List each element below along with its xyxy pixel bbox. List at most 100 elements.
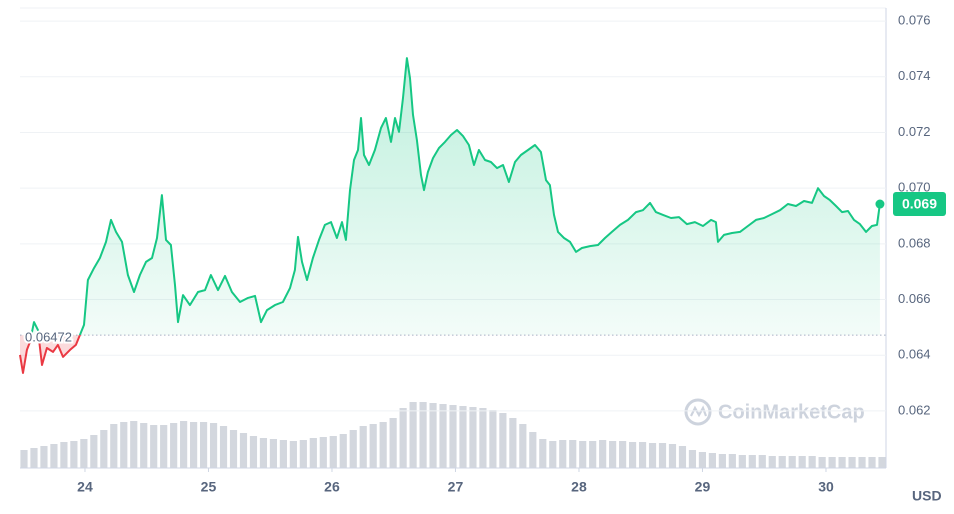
volume-bar	[539, 439, 547, 468]
volume-bar	[269, 439, 278, 468]
volume-bar	[369, 424, 377, 468]
volume-bar	[259, 438, 268, 468]
volume-bar	[688, 450, 697, 468]
volume-bar	[239, 433, 248, 468]
volume-bar	[878, 457, 886, 468]
volume-bar	[658, 443, 667, 468]
volume-bar	[190, 422, 198, 468]
area-down	[20, 335, 80, 373]
x-tick-label: 25	[201, 479, 217, 495]
volume-bar	[90, 435, 98, 468]
volume-bar	[668, 444, 677, 468]
volume-bar	[429, 403, 437, 468]
volume-bar	[329, 436, 337, 468]
last-price-label: 0.069	[902, 196, 937, 212]
y-tick-label: 0.068	[898, 235, 931, 250]
y-tick-label: 0.062	[898, 402, 931, 417]
volume-bar	[120, 422, 128, 468]
volume-bar	[579, 441, 587, 468]
y-tick-label: 0.070	[898, 180, 931, 195]
volume-bar	[559, 440, 567, 468]
volume-bar	[20, 450, 28, 468]
volume-bar	[60, 442, 68, 468]
volume-bar	[439, 404, 447, 468]
volume-bar	[229, 430, 238, 468]
x-tick-label: 26	[324, 479, 340, 495]
volume-bar	[798, 456, 806, 468]
volume-bar	[409, 402, 417, 468]
x-tick-label: 30	[818, 479, 834, 495]
volume-bar	[778, 456, 786, 468]
volume-bar	[70, 441, 78, 468]
volume-bar	[718, 454, 726, 468]
volume-bar	[180, 421, 188, 468]
volume-bar	[549, 441, 557, 468]
volume-bar	[678, 446, 687, 468]
volume-bar	[160, 425, 168, 468]
volume-bar	[399, 408, 407, 468]
area-up	[20, 58, 880, 336]
volume-bar	[209, 423, 218, 468]
volume-bar	[479, 408, 487, 468]
volume-bar	[638, 442, 647, 468]
last-point	[875, 199, 885, 209]
y-tick-label: 0.064	[898, 347, 931, 362]
y-tick-label: 0.066	[898, 291, 931, 306]
last-price-badge	[893, 192, 946, 217]
volume-bar	[30, 448, 38, 468]
volume-bar	[529, 432, 537, 468]
volume-bar	[868, 457, 876, 468]
volume-bar	[698, 452, 707, 468]
volume-bar	[738, 455, 746, 468]
volume-bar	[828, 457, 836, 468]
volume-bar	[80, 439, 88, 468]
volume-bar	[50, 444, 58, 468]
volume-bar	[199, 422, 208, 468]
currency-label: USD	[912, 488, 942, 504]
volume-bar	[469, 407, 477, 468]
watermark-logo-wave	[690, 405, 708, 418]
volume-bar	[748, 455, 756, 468]
volume-bar	[140, 423, 148, 468]
watermark-logo	[684, 398, 712, 426]
volume-bar	[219, 426, 228, 468]
volume-bar	[40, 446, 48, 468]
volume-bar	[389, 418, 397, 468]
volume-bar	[299, 440, 307, 468]
volume-bar	[708, 453, 716, 468]
volume-bar	[499, 413, 507, 468]
x-tick-label: 24	[77, 479, 93, 495]
volume-bar	[289, 441, 297, 468]
volume-bar	[788, 456, 796, 468]
volume-bar	[589, 441, 597, 468]
volume-bar	[279, 440, 287, 468]
watermark: CoinMarketCap	[684, 398, 865, 426]
y-tick-label: 0.072	[898, 124, 931, 139]
volume-bar	[150, 425, 158, 468]
volume-bar	[599, 440, 607, 468]
volume-bar	[808, 456, 816, 468]
volume-bar	[359, 426, 367, 468]
volume-bar	[818, 457, 826, 468]
volume-bar	[619, 441, 627, 468]
volume-bar	[648, 443, 657, 468]
volume-bar	[319, 437, 327, 468]
volume-bar	[449, 405, 457, 468]
volume-bar	[838, 457, 846, 468]
volume-bar	[519, 424, 527, 468]
volume-bar	[509, 418, 517, 468]
volume-bar	[309, 438, 317, 468]
volume-bar	[569, 440, 577, 468]
volume-bar	[768, 456, 776, 468]
x-tick-label: 27	[448, 479, 464, 495]
volume-bar	[170, 423, 178, 468]
volume-bar	[609, 441, 617, 468]
volume-bar	[628, 442, 637, 468]
x-tick-label: 28	[571, 479, 587, 495]
volume-bar	[848, 457, 856, 468]
volume-bar	[489, 410, 497, 468]
y-tick-label: 0.074	[898, 68, 931, 83]
watermark-text: CoinMarketCap	[718, 401, 865, 423]
y-tick-label: 0.076	[898, 13, 931, 28]
